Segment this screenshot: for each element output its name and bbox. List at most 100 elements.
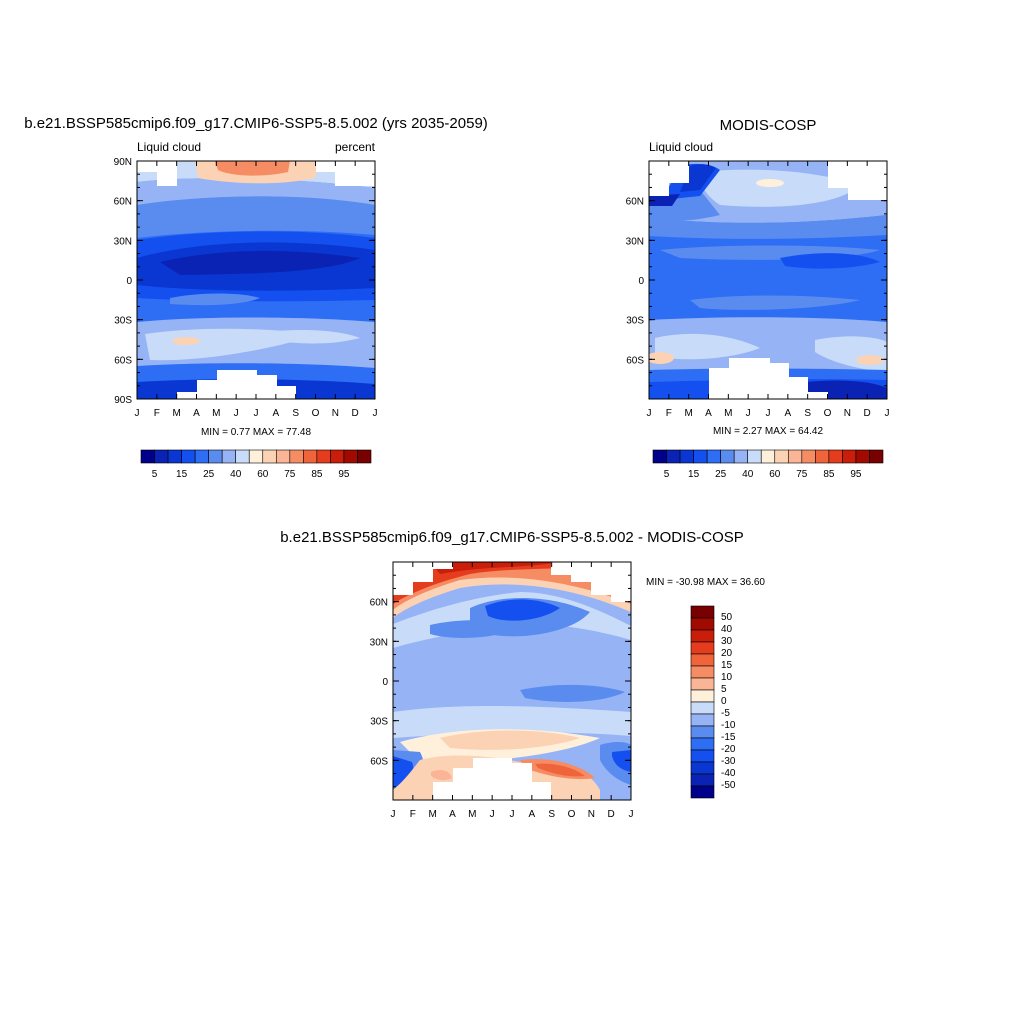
x-tick-label: O — [312, 408, 320, 419]
missing-data — [649, 161, 689, 196]
band — [440, 730, 580, 750]
colorbar-box — [316, 449, 331, 464]
band — [431, 770, 452, 781]
colorbar-box — [774, 449, 789, 464]
panel-obs-title: MODIS-COSP — [720, 117, 817, 134]
colorbar-box — [235, 449, 250, 464]
x-tick-label: J — [746, 408, 751, 419]
colorbar-label: 5 — [152, 469, 158, 480]
x-tick-label: M — [172, 408, 180, 419]
band — [649, 317, 887, 385]
band — [649, 215, 887, 239]
missing-data — [137, 161, 177, 186]
colorbar-box — [690, 641, 715, 655]
y-tick-label: 0 — [126, 276, 132, 287]
x-tick-label: D — [608, 809, 615, 820]
y-tick-label: 60S — [626, 355, 644, 366]
colorbar-box — [733, 449, 749, 464]
x-tick-label: A — [193, 408, 200, 419]
colorbar-label: 15 — [688, 469, 700, 480]
panel-obs-ticks: J F M A M J J A S O N D J 60N 30N 0 30S 60S — [626, 160, 890, 419]
missing-data — [393, 562, 453, 595]
colorbar-label: 95 — [338, 469, 350, 480]
band — [172, 337, 200, 345]
y-tick-label: 90S — [114, 395, 132, 406]
panel-model-title: b.e21.BSSP585cmip6.f09_g17.CMIP6-SSP5-8.… — [24, 115, 488, 132]
colorbar-box — [747, 449, 762, 464]
colorbar-box — [690, 629, 715, 643]
colorbar-label: 75 — [796, 469, 808, 480]
colorbar-label: 85 — [823, 469, 835, 480]
colorbar-box — [343, 449, 358, 464]
colorbar-label: 60 — [769, 469, 781, 480]
x-tick-label: S — [804, 408, 811, 419]
y-tick-label: 60N — [626, 197, 644, 208]
colorbar-box — [690, 785, 715, 799]
colorbar-label: 75 — [284, 469, 296, 480]
panel-model: b.e21.BSSP585cmip6.f09_g17.CMIP6-SSP5-8.… — [24, 115, 488, 480]
band — [485, 599, 560, 621]
y-tick-label: 30N — [114, 236, 132, 247]
band — [268, 330, 360, 344]
colorbar-label: -30 — [721, 756, 736, 767]
colorbar-box — [690, 773, 715, 787]
band — [215, 161, 290, 176]
colorbar-box — [690, 701, 715, 715]
x-tick-label: M — [428, 809, 436, 820]
colorbar-label: 15 — [721, 660, 733, 671]
colorbar-box — [869, 449, 884, 464]
colorbar-box — [690, 761, 715, 775]
colorbar-label: -20 — [721, 744, 736, 755]
colorbar-label: 95 — [850, 469, 862, 480]
x-tick-label: J — [629, 809, 634, 820]
colorbar-label: 25 — [203, 469, 215, 480]
x-tick-label: F — [154, 408, 160, 419]
colorbar-box — [262, 449, 277, 464]
x-tick-label: M — [724, 408, 732, 419]
colorbar-label: 30 — [721, 636, 733, 647]
colorbar-box — [181, 449, 196, 464]
colorbar-box — [842, 449, 857, 464]
x-tick-label: S — [292, 408, 299, 419]
y-tick-label: 30S — [370, 717, 388, 728]
x-tick-label: N — [588, 809, 595, 820]
band — [612, 750, 631, 772]
x-tick-label: O — [824, 408, 832, 419]
colorbar-box — [690, 677, 715, 691]
panel-obs: MODIS-COSP Liquid cloud — [626, 117, 890, 480]
x-tick-label: D — [352, 408, 359, 419]
colorbar-box — [289, 449, 304, 464]
x-tick-label: J — [373, 408, 378, 419]
colorbar-box — [167, 449, 182, 464]
panel-obs-stats: MIN = 2.27 MAX = 64.42 — [713, 426, 823, 437]
colorbar-box — [303, 449, 318, 464]
panel-diff-stats: MIN = -30.98 MAX = 36.60 — [646, 577, 765, 588]
colorbar-box — [690, 653, 715, 667]
y-tick-label: 0 — [382, 677, 388, 688]
y-tick-label: 90N — [114, 157, 132, 168]
colorbar-box — [690, 605, 715, 619]
colorbar-label: 60 — [257, 469, 269, 480]
x-tick-label: J — [766, 408, 771, 419]
x-tick-label: M — [468, 809, 476, 820]
y-tick-label: 60S — [370, 756, 388, 767]
x-tick-label: D — [864, 408, 871, 419]
panel-diff-title: b.e21.BSSP585cmip6.f09_g17.CMIP6-SSP5-8.… — [280, 529, 744, 546]
panel-model-left-label: Liquid cloud — [137, 140, 201, 154]
colorbar-box — [679, 449, 694, 464]
colorbar-label: -15 — [721, 732, 736, 743]
band — [430, 562, 560, 574]
x-tick-label: N — [332, 408, 339, 419]
panel-model-stats: MIN = 0.77 MAX = 77.48 — [201, 427, 311, 438]
colorbar-box — [787, 449, 803, 464]
band — [137, 178, 375, 205]
band — [393, 756, 414, 788]
colorbar-label: 5 — [721, 684, 727, 695]
panel-diff-ticks: J F M A M J J A S O N D J 60N 30N 0 30S 60S — [370, 561, 634, 820]
x-tick-label: F — [410, 809, 416, 820]
missing-data — [709, 358, 828, 399]
band — [649, 352, 674, 364]
x-tick-label: A — [528, 809, 535, 820]
colorbar-box — [330, 449, 345, 464]
missing-data — [177, 370, 296, 399]
